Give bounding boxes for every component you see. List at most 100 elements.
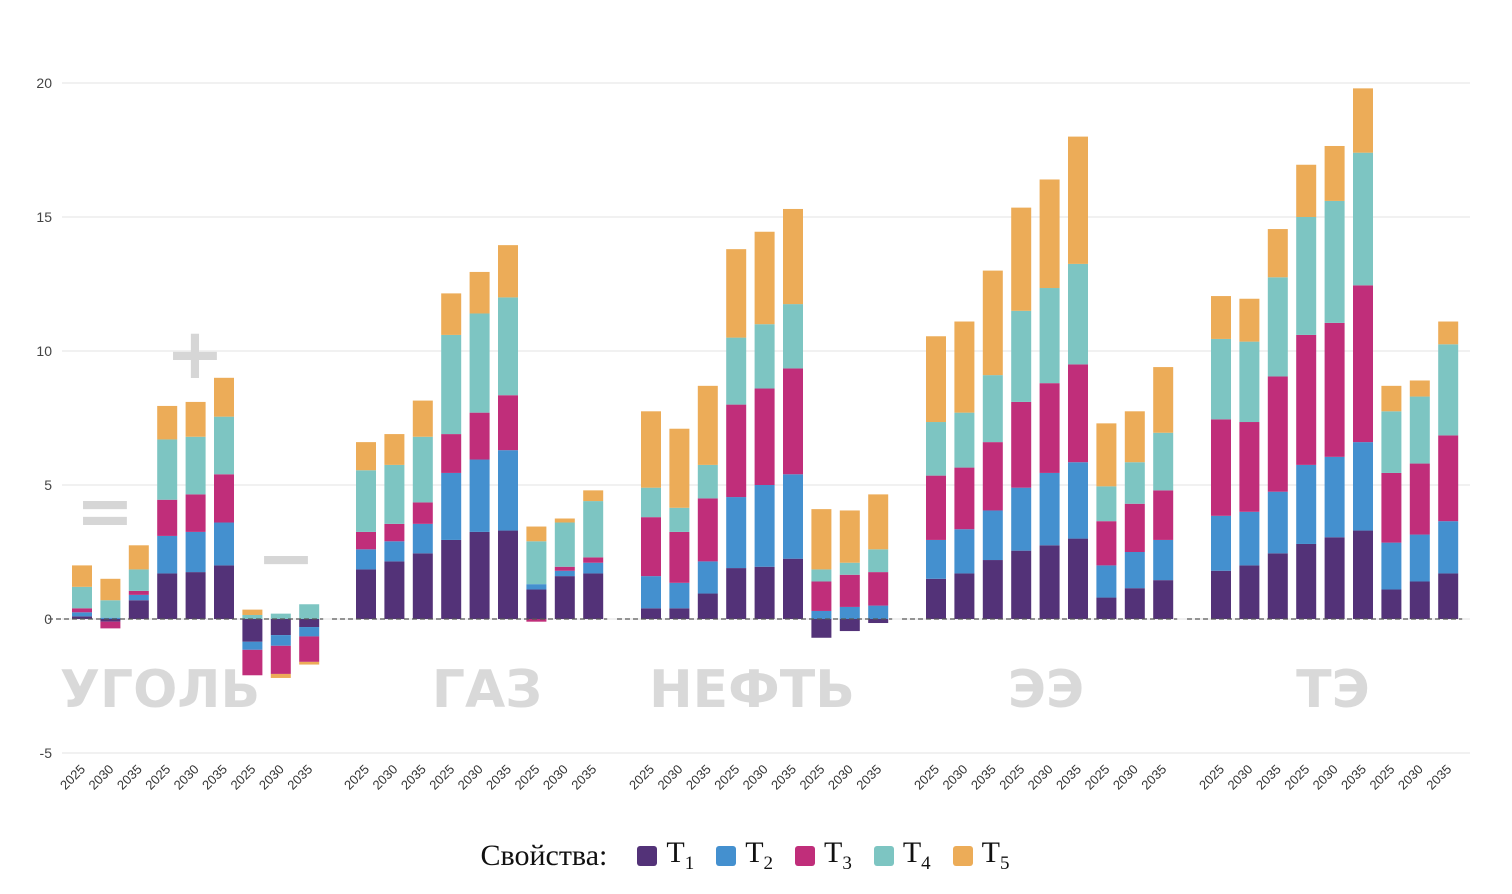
bar-segment-t1 [982, 560, 1003, 619]
bar-segment-t4 [1296, 217, 1317, 335]
bar-segment-t4 [185, 436, 206, 495]
bar-segment-t1 [299, 619, 320, 628]
bar-segment-t1 [185, 572, 206, 619]
bar-segment-t4 [384, 464, 405, 524]
bar-segment-t2 [641, 576, 661, 609]
bar-segment-t4 [926, 422, 946, 476]
bar-segment-t1 [441, 539, 462, 619]
bar-segment-t1 [726, 568, 747, 619]
bar-segment-t2 [356, 549, 376, 570]
x-tick-label: 2025 [57, 762, 88, 793]
bar-segment-t1 [242, 619, 263, 642]
x-tick-label: 2030 [171, 762, 202, 793]
bar-segment-t3 [384, 523, 405, 542]
bar-segment-t2 [242, 641, 263, 650]
legend-swatch-t2 [716, 845, 737, 866]
bar-segment-t2 [1096, 565, 1117, 598]
bar-segment-t4 [1011, 310, 1032, 402]
group-label: ГАЗ [432, 660, 542, 720]
bar-segment-t4 [1124, 462, 1145, 504]
bar-segment-t3 [583, 557, 604, 563]
bar-segment-t2 [1438, 521, 1459, 574]
bar-segment-t1 [356, 569, 376, 619]
bar-segment-t5 [157, 405, 178, 440]
bar-segment-t5 [1381, 385, 1402, 412]
bar-segment-t2 [1353, 442, 1373, 531]
x-tick-label: 2030 [85, 762, 116, 793]
bar-segment-t2 [554, 570, 575, 577]
x-tick-label: 2025 [1081, 762, 1112, 793]
bar-segment-t4 [1096, 486, 1117, 522]
bar-segment-t3 [299, 636, 320, 662]
bar-segment-t4 [726, 337, 747, 405]
x-tick-label: 2030 [369, 762, 400, 793]
bar-segment-t5 [839, 510, 860, 563]
x-tick-label: 2035 [1423, 762, 1454, 793]
bar-segment-t4 [1324, 200, 1345, 323]
bar-segment-t1 [1381, 589, 1402, 619]
bar-segment-t4 [868, 549, 889, 573]
bar-segment-t4 [100, 600, 121, 618]
bar-segment-t2 [214, 522, 234, 566]
x-tick-label: 2030 [1310, 762, 1341, 793]
x-tick-label: 2035 [853, 762, 884, 793]
x-tick-label: 2025 [227, 762, 258, 793]
bar-segment-t3 [72, 608, 92, 613]
x-tick-label: 2025 [626, 762, 657, 793]
y-tick-label: 20 [36, 75, 52, 91]
y-tick-label: -5 [40, 745, 53, 761]
bar-segment-t1 [469, 531, 490, 619]
bar-segment-t3 [754, 388, 775, 485]
x-tick-label: 2035 [683, 762, 714, 793]
bar-segment-t2 [384, 541, 405, 562]
bar-segment-t3 [441, 434, 462, 473]
bar-segment-t3 [1239, 422, 1260, 512]
bar-segment-t5 [299, 661, 320, 665]
bar-segment-t4 [1353, 152, 1373, 286]
bar-segment-t2 [839, 606, 860, 619]
x-tick-label: 2035 [114, 762, 145, 793]
bar-segment-t1 [1153, 580, 1174, 619]
bar-segment-t4 [783, 304, 803, 369]
bar-segment-t5 [811, 509, 832, 570]
bar-segment-t2 [1267, 491, 1288, 554]
bar-segment-t1 [1324, 537, 1345, 619]
bar-segment-t3 [1124, 503, 1145, 552]
x-tick-label: 2035 [1053, 762, 1084, 793]
bar-segment-t2 [1381, 542, 1402, 590]
x-tick-label: 2035 [1138, 762, 1169, 793]
bar-segment-t4 [128, 569, 149, 591]
x-tick-label: 2030 [1224, 762, 1255, 793]
bar-segment-t2 [270, 635, 291, 646]
bar-segment-t4 [583, 501, 604, 558]
legend-swatch-t3 [795, 845, 816, 866]
bar-segment-t1 [811, 619, 832, 638]
bar-segment-t5 [669, 428, 690, 508]
bar-segment-t5 [72, 565, 92, 587]
bar-segment-t1 [926, 578, 946, 619]
x-tick-label: 2025 [711, 762, 742, 793]
x-tick-label: 2025 [511, 762, 542, 793]
bar-segment-t1 [1124, 588, 1145, 619]
legend-item-t2: T2 [716, 836, 773, 875]
bar-segment-t5 [1153, 367, 1174, 433]
bar-segment-t3 [498, 395, 518, 451]
group-label: НЕФТЬ [649, 660, 855, 720]
bar-segment-t3 [1438, 435, 1459, 522]
bar-segment-t3 [641, 517, 661, 577]
bar-segment-t5 [1409, 380, 1430, 397]
x-tick-label: 2030 [256, 762, 287, 793]
x-tick-label: 2035 [483, 762, 514, 793]
bar-segment-t5 [1124, 411, 1145, 463]
bar-segment-t5 [214, 377, 234, 417]
bar-segment-t1 [526, 589, 547, 619]
bar-segment-t4 [754, 324, 775, 389]
bar-segment-t3 [726, 404, 747, 498]
legend-label-t2: T2 [745, 836, 774, 874]
bar-segment-t4 [441, 334, 462, 435]
bar-segment-t1 [1296, 543, 1317, 619]
bar-segment-t2 [954, 529, 975, 574]
bar-segment-t5 [1267, 229, 1288, 278]
legend-item-t5: T5 [952, 836, 1010, 875]
bar-segment-t4 [72, 586, 92, 609]
